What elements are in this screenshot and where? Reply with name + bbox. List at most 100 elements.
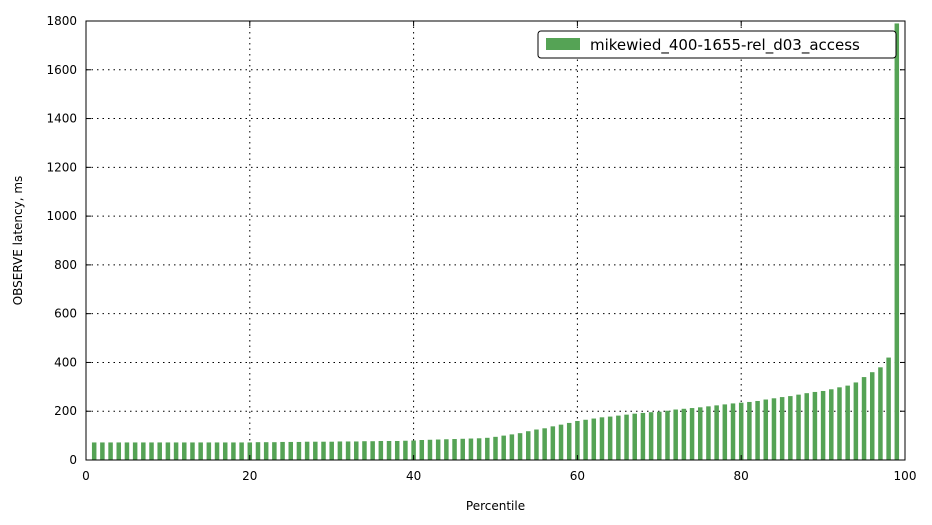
bar bbox=[820, 390, 826, 460]
bar bbox=[435, 439, 441, 460]
bar bbox=[345, 441, 351, 460]
bar bbox=[861, 377, 867, 460]
bar bbox=[419, 440, 425, 460]
bar bbox=[444, 439, 449, 460]
bar bbox=[591, 418, 597, 460]
bar bbox=[886, 357, 891, 460]
bar bbox=[124, 442, 130, 460]
bar bbox=[108, 442, 113, 460]
x-axis-label: Percentile bbox=[466, 499, 525, 513]
bar bbox=[313, 441, 318, 460]
axis-ticks bbox=[85, 20, 906, 461]
bar bbox=[730, 403, 736, 460]
y-tick-label: 1400 bbox=[46, 112, 77, 126]
y-tick-label: 800 bbox=[54, 258, 77, 272]
x-tick-label: 40 bbox=[406, 469, 421, 483]
x-tick-label: 60 bbox=[570, 469, 585, 483]
bar bbox=[517, 433, 523, 460]
bar bbox=[173, 442, 179, 460]
y-tick-label: 1600 bbox=[46, 63, 77, 77]
bar bbox=[575, 420, 580, 460]
bar bbox=[427, 439, 433, 460]
bar bbox=[583, 419, 588, 460]
bar bbox=[321, 441, 326, 460]
bar bbox=[812, 391, 818, 460]
bar bbox=[280, 441, 285, 460]
bar bbox=[337, 441, 343, 460]
legend-entry-label: mikewied_400-1655-rel_d03_access bbox=[590, 36, 860, 55]
legend-box bbox=[537, 30, 897, 59]
bar bbox=[296, 441, 302, 460]
bar bbox=[272, 442, 277, 460]
bar bbox=[534, 429, 539, 460]
bar bbox=[190, 442, 195, 460]
bar bbox=[206, 442, 212, 460]
x-tick-label: 80 bbox=[734, 469, 749, 483]
bar bbox=[566, 422, 572, 460]
bar bbox=[738, 402, 744, 460]
bar bbox=[222, 442, 228, 460]
bar bbox=[255, 442, 261, 460]
bar bbox=[231, 442, 236, 460]
bar bbox=[149, 442, 154, 460]
bar bbox=[771, 398, 777, 460]
bar bbox=[558, 424, 564, 460]
bar bbox=[378, 440, 384, 460]
plot-frame bbox=[85, 20, 906, 461]
bar bbox=[706, 406, 711, 460]
y-tick-label: 600 bbox=[54, 307, 77, 321]
grid-lines bbox=[86, 21, 905, 460]
bar bbox=[411, 440, 416, 460]
tick-labels: 0 20 40 60 80 1000200400600800100012001400160… bbox=[46, 14, 916, 483]
y-tick-label: 1000 bbox=[46, 209, 77, 223]
bar bbox=[468, 438, 474, 460]
bar bbox=[681, 408, 687, 460]
bar bbox=[657, 411, 662, 460]
bar bbox=[648, 412, 654, 460]
bar bbox=[362, 441, 367, 460]
x-tick-label: 20 bbox=[242, 469, 257, 483]
bar bbox=[632, 413, 637, 460]
x-tick-label: 0 bbox=[82, 469, 90, 483]
bar bbox=[829, 389, 834, 460]
bar bbox=[550, 426, 556, 460]
bar bbox=[288, 441, 294, 460]
bar bbox=[198, 442, 203, 460]
legend-swatch bbox=[546, 38, 580, 50]
bar bbox=[452, 439, 457, 460]
bar bbox=[542, 428, 547, 460]
bar bbox=[878, 367, 883, 460]
bar bbox=[837, 387, 842, 460]
bar bbox=[493, 436, 498, 460]
bar bbox=[247, 442, 253, 460]
bar bbox=[673, 409, 678, 460]
bar bbox=[697, 407, 703, 460]
bar bbox=[665, 410, 670, 460]
bar bbox=[804, 393, 809, 460]
bar bbox=[607, 416, 613, 460]
bar bbox=[788, 396, 793, 460]
bar bbox=[526, 431, 531, 460]
bar bbox=[599, 417, 605, 460]
bar bbox=[182, 442, 187, 460]
bar bbox=[689, 408, 695, 460]
y-tick-label: 1800 bbox=[46, 14, 77, 28]
bar bbox=[722, 404, 728, 460]
bar bbox=[403, 440, 408, 460]
bar bbox=[755, 400, 760, 460]
bar bbox=[476, 438, 482, 460]
bar bbox=[796, 394, 801, 460]
bar bbox=[304, 441, 310, 460]
bar bbox=[460, 438, 465, 460]
bar bbox=[329, 441, 334, 460]
bar bbox=[141, 442, 146, 460]
bar bbox=[239, 442, 244, 460]
x-tick-label: 100 bbox=[894, 469, 917, 483]
y-tick-label: 0 bbox=[69, 453, 77, 467]
bar bbox=[394, 440, 400, 460]
bar bbox=[714, 405, 719, 460]
bar bbox=[616, 415, 621, 460]
bar bbox=[370, 441, 375, 460]
bar bbox=[763, 399, 769, 460]
